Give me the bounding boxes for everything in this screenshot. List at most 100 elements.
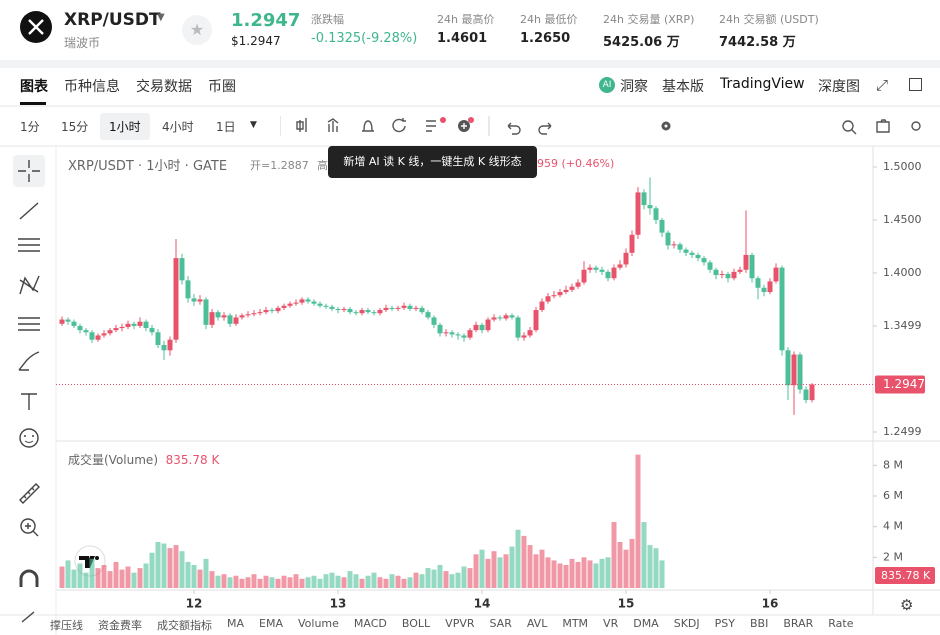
indicator[interactable]: EMA [259, 617, 283, 630]
crosshair-tool[interactable] [18, 160, 40, 182]
indicator[interactable]: MA [227, 617, 245, 630]
indicator[interactable]: Volume [297, 617, 339, 630]
volume-bar [245, 577, 251, 588]
volume-bar [107, 571, 113, 588]
tab-active[interactable]: 图表 [20, 79, 48, 95]
indicator[interactable]: BRAR [783, 617, 814, 630]
volume-bar [275, 578, 281, 588]
text-tool[interactable] [21, 393, 37, 410]
volume-bar [593, 563, 599, 588]
view-tab[interactable]: 基本版 [662, 79, 704, 95]
interval[interactable]: 1分 [20, 120, 40, 134]
expand-button[interactable]: ⤢ [876, 76, 889, 94]
tab[interactable]: 交易数据 [136, 79, 192, 95]
interval-active[interactable]: 1小时 [100, 113, 150, 140]
volume-bar [539, 549, 545, 588]
line-tool[interactable] [19, 202, 39, 220]
indicator[interactable]: DMA [633, 617, 659, 630]
search-icon[interactable] [842, 120, 857, 135]
volume-bar [209, 571, 215, 588]
emoji-tool[interactable] [19, 428, 39, 448]
y-tick-label: 1.4000 [883, 266, 922, 279]
volume-bar [89, 558, 95, 588]
candle-body [407, 305, 413, 309]
candle-body [221, 315, 227, 318]
indicator[interactable]: AVL [526, 617, 548, 630]
indicator[interactable]: Rate [828, 617, 854, 630]
indicator[interactable]: SAR [489, 617, 512, 630]
candle-icon[interactable] [296, 118, 307, 132]
candle-body [491, 317, 497, 320]
volume-bar [317, 578, 323, 588]
favorite-button[interactable]: ★ [182, 15, 212, 45]
channel-tool[interactable] [18, 238, 40, 252]
indicator[interactable]: 成交额指标 [157, 619, 212, 632]
ruler-tool[interactable] [19, 483, 40, 504]
candle-body [773, 267, 779, 282]
replay-icon[interactable] [392, 118, 406, 133]
brush-tool[interactable] [18, 351, 40, 371]
indicator[interactable]: PSY [714, 617, 735, 630]
volume-bar [485, 558, 491, 588]
stat-label: 24h 交易量 (XRP) [603, 13, 695, 26]
candle-body [137, 321, 143, 326]
camera-icon[interactable] [876, 119, 890, 133]
indicator[interactable]: SKDJ [673, 617, 700, 630]
undo-icon[interactable] [507, 122, 521, 135]
candle-body [479, 324, 485, 331]
indicator[interactable]: VR [603, 617, 619, 630]
interval-menu[interactable]: ▼ [250, 120, 257, 130]
dropdown-caret[interactable]: ▼ [157, 12, 165, 23]
indicator[interactable]: 撑压线 [50, 619, 83, 632]
last-price: 1.2947 [231, 10, 301, 31]
interval[interactable]: 1日 [216, 120, 236, 134]
view-tab[interactable]: 洞察 [620, 79, 648, 95]
candle-body [443, 332, 449, 334]
settings-icon[interactable] [911, 121, 921, 131]
tab[interactable]: 币圈 [208, 79, 236, 95]
volume-bar [569, 558, 575, 588]
volume-bar [533, 554, 539, 588]
indicator[interactable]: BBI [749, 617, 769, 630]
redo-icon[interactable] [538, 122, 552, 135]
candle-body [311, 301, 317, 304]
tab-underline [20, 102, 46, 105]
magnet-tool[interactable] [19, 569, 39, 587]
volume-bar [491, 551, 497, 588]
indicator[interactable]: BOLL [401, 617, 431, 630]
view-tab[interactable]: 深度图 [818, 79, 860, 95]
tool-active[interactable] [13, 155, 45, 187]
view-tab-active[interactable]: TradingView [720, 76, 805, 92]
fib-tool[interactable] [18, 317, 40, 331]
indicator[interactable]: 资金费率 [98, 619, 142, 632]
zoom-tool[interactable] [20, 518, 36, 534]
volume-tag [875, 567, 935, 584]
pencil-tool[interactable] [21, 611, 35, 623]
chart-settings[interactable]: ⚙ [900, 596, 914, 614]
tab[interactable]: 币种信息 [64, 79, 120, 95]
candle-body [503, 315, 509, 319]
candle-body [809, 384, 815, 401]
volume-bar [617, 542, 623, 588]
candle-body [497, 317, 503, 319]
stat-value: 1.2650 [520, 31, 571, 46]
symbol[interactable]: XRP/USDT [64, 10, 161, 30]
candle-body [335, 308, 341, 311]
interval[interactable]: 15分 [61, 120, 89, 134]
alert-icon[interactable] [362, 120, 374, 132]
interval[interactable]: 4小时 [162, 120, 194, 134]
indicator[interactable]: MACD [353, 617, 387, 630]
window-button[interactable] [909, 78, 922, 91]
y-tick-label: 8 M [883, 458, 903, 471]
volume-bar [443, 571, 449, 588]
volume-bar [341, 577, 347, 588]
pattern-tool[interactable] [19, 275, 40, 295]
indicator[interactable]: VPVR [445, 617, 475, 630]
indicator-icon[interactable] [327, 118, 339, 132]
template-icon[interactable] [426, 120, 436, 132]
volume-legend: 成交量(Volume) 835.78 K [68, 451, 219, 468]
candle-body [635, 192, 641, 235]
indicator[interactable]: MTM [562, 617, 589, 630]
